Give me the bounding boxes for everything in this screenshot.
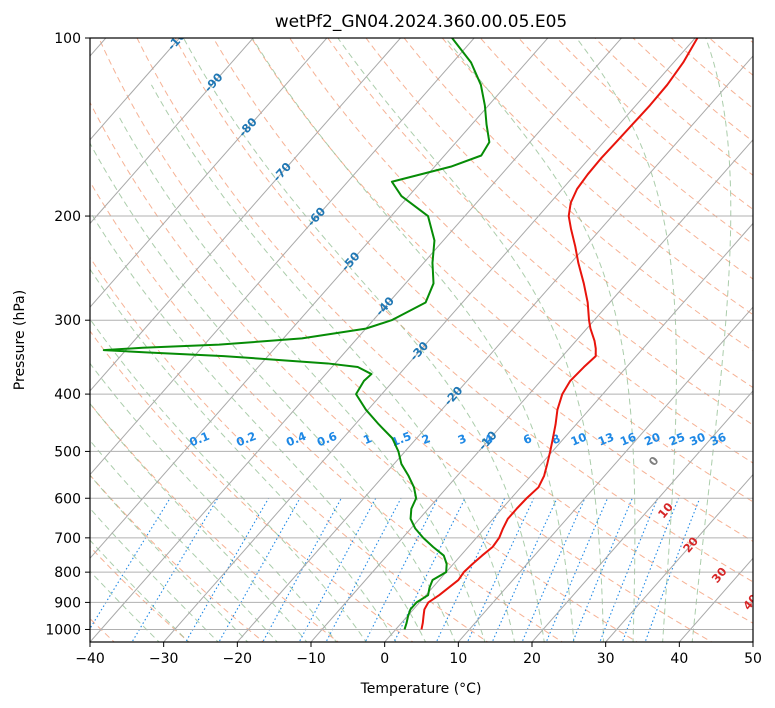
isotherm-line [457,306,753,642]
isotherm-line [90,38,623,642]
y-tick-label: 800 [54,565,81,581]
moist-adiabat-line [90,210,427,642]
mixing-ratio-lines [90,497,701,642]
mixing-ratio-label: 10 [569,430,589,449]
moist-adiabat-line [90,142,456,642]
moist-adiabat-line [90,570,160,642]
mixing-ratio-label: 30 [687,430,707,449]
y-tick-label: 200 [54,209,81,225]
isotherm-line [90,38,549,560]
dry-adiabat-line [212,38,753,542]
dry-adiabat-line [327,38,753,426]
isotherm-line [310,138,753,642]
mixing-ratio-label: 20 [642,430,662,449]
mixing-ratio-line [599,498,659,642]
moist-adiabat-line [90,507,219,642]
dry-adiabat-line [250,38,753,503]
temperature-profile-line [420,38,699,630]
mixing-ratio-line [185,497,270,642]
x-tick-label: −30 [149,651,179,667]
dry-adiabat-line [90,101,638,642]
x-tick-label: −40 [75,651,105,667]
x-tick-label: 10 [449,651,467,667]
y-tick-label: 400 [54,387,81,403]
y-axis: 100 200 300 400 500 600 700 800 900 1000 [45,31,90,638]
y-tick-label: 300 [54,313,81,329]
moist-adiabat-line [90,268,397,642]
dewpoint-profile-line [102,38,491,630]
mixing-ratio-label: 36 [708,430,728,449]
mixing-ratio-line [393,498,466,642]
moist-adiabat-line [150,84,516,642]
x-tick-label: 50 [744,651,762,667]
x-axis-title: Temperature (°C) [360,681,482,697]
x-axis: −40 −30 −20 −10 0 10 20 30 40 50 [75,642,762,667]
isotherm-line [605,473,753,642]
x-tick-label: −10 [296,651,326,667]
mixing-ratio-line [621,498,680,642]
isotherms [90,38,753,642]
isotherm-line [90,38,254,225]
dry-adiabat-line [90,180,564,642]
isotherm-line [236,55,753,642]
mixing-ratio-line [131,497,219,642]
y-tick-label: 500 [54,444,81,460]
moist-adiabat-line [90,318,367,642]
x-tick-label: 20 [523,651,541,667]
y-tick-label: 900 [54,595,81,611]
dry-adiabat-line [289,38,753,464]
x-tick-label: 30 [597,651,615,667]
y-tick-label: 100 [54,31,81,47]
pressure-gridlines [90,38,753,630]
x-tick-label: 40 [670,651,688,667]
moist-adiabat-line [90,539,190,642]
mixing-ratio-line [545,498,609,642]
isotherm-line [90,38,475,476]
mixing-ratio-line [572,498,633,642]
isotherm-line [531,390,753,642]
mixing-ratio-line [435,498,506,642]
y-tick-label: 600 [54,491,81,507]
mixing-ratio-line [466,498,535,642]
moist-adiabat-line [90,439,278,642]
mixing-ratio-label: 16 [618,430,638,449]
isotherm-line [90,38,181,141]
x-tick-label: 0 [380,651,389,667]
x-tick-label: −20 [223,651,253,667]
isotherm-line [163,38,696,642]
y-tick-label: 1000 [45,622,81,638]
dry-adiabats [90,38,753,642]
mixing-ratio-line [491,498,558,642]
isotherm-line [90,38,328,308]
isotherm-line [384,222,753,642]
dry-adiabat-line [90,402,340,642]
mixing-ratio-line [218,497,301,642]
mixing-ratio-label: 13 [596,430,616,449]
mixing-ratio-line [521,498,586,642]
y-axis-title: Pressure (hPa) [12,290,28,390]
mixing-ratio-label: 25 [667,430,687,449]
mixing-ratio-line [364,497,439,642]
plot-frame [89,37,754,643]
mixing-ratio-line [644,498,701,642]
y-tick-label: 700 [54,531,81,547]
chart-title: wetPf2_GN04.2024.360.00.05.E05 [275,12,567,32]
moist-adiabat-line [90,402,308,642]
isotherm-line [90,38,402,392]
dry-adiabat-line [174,38,753,583]
profile-series [102,38,699,630]
